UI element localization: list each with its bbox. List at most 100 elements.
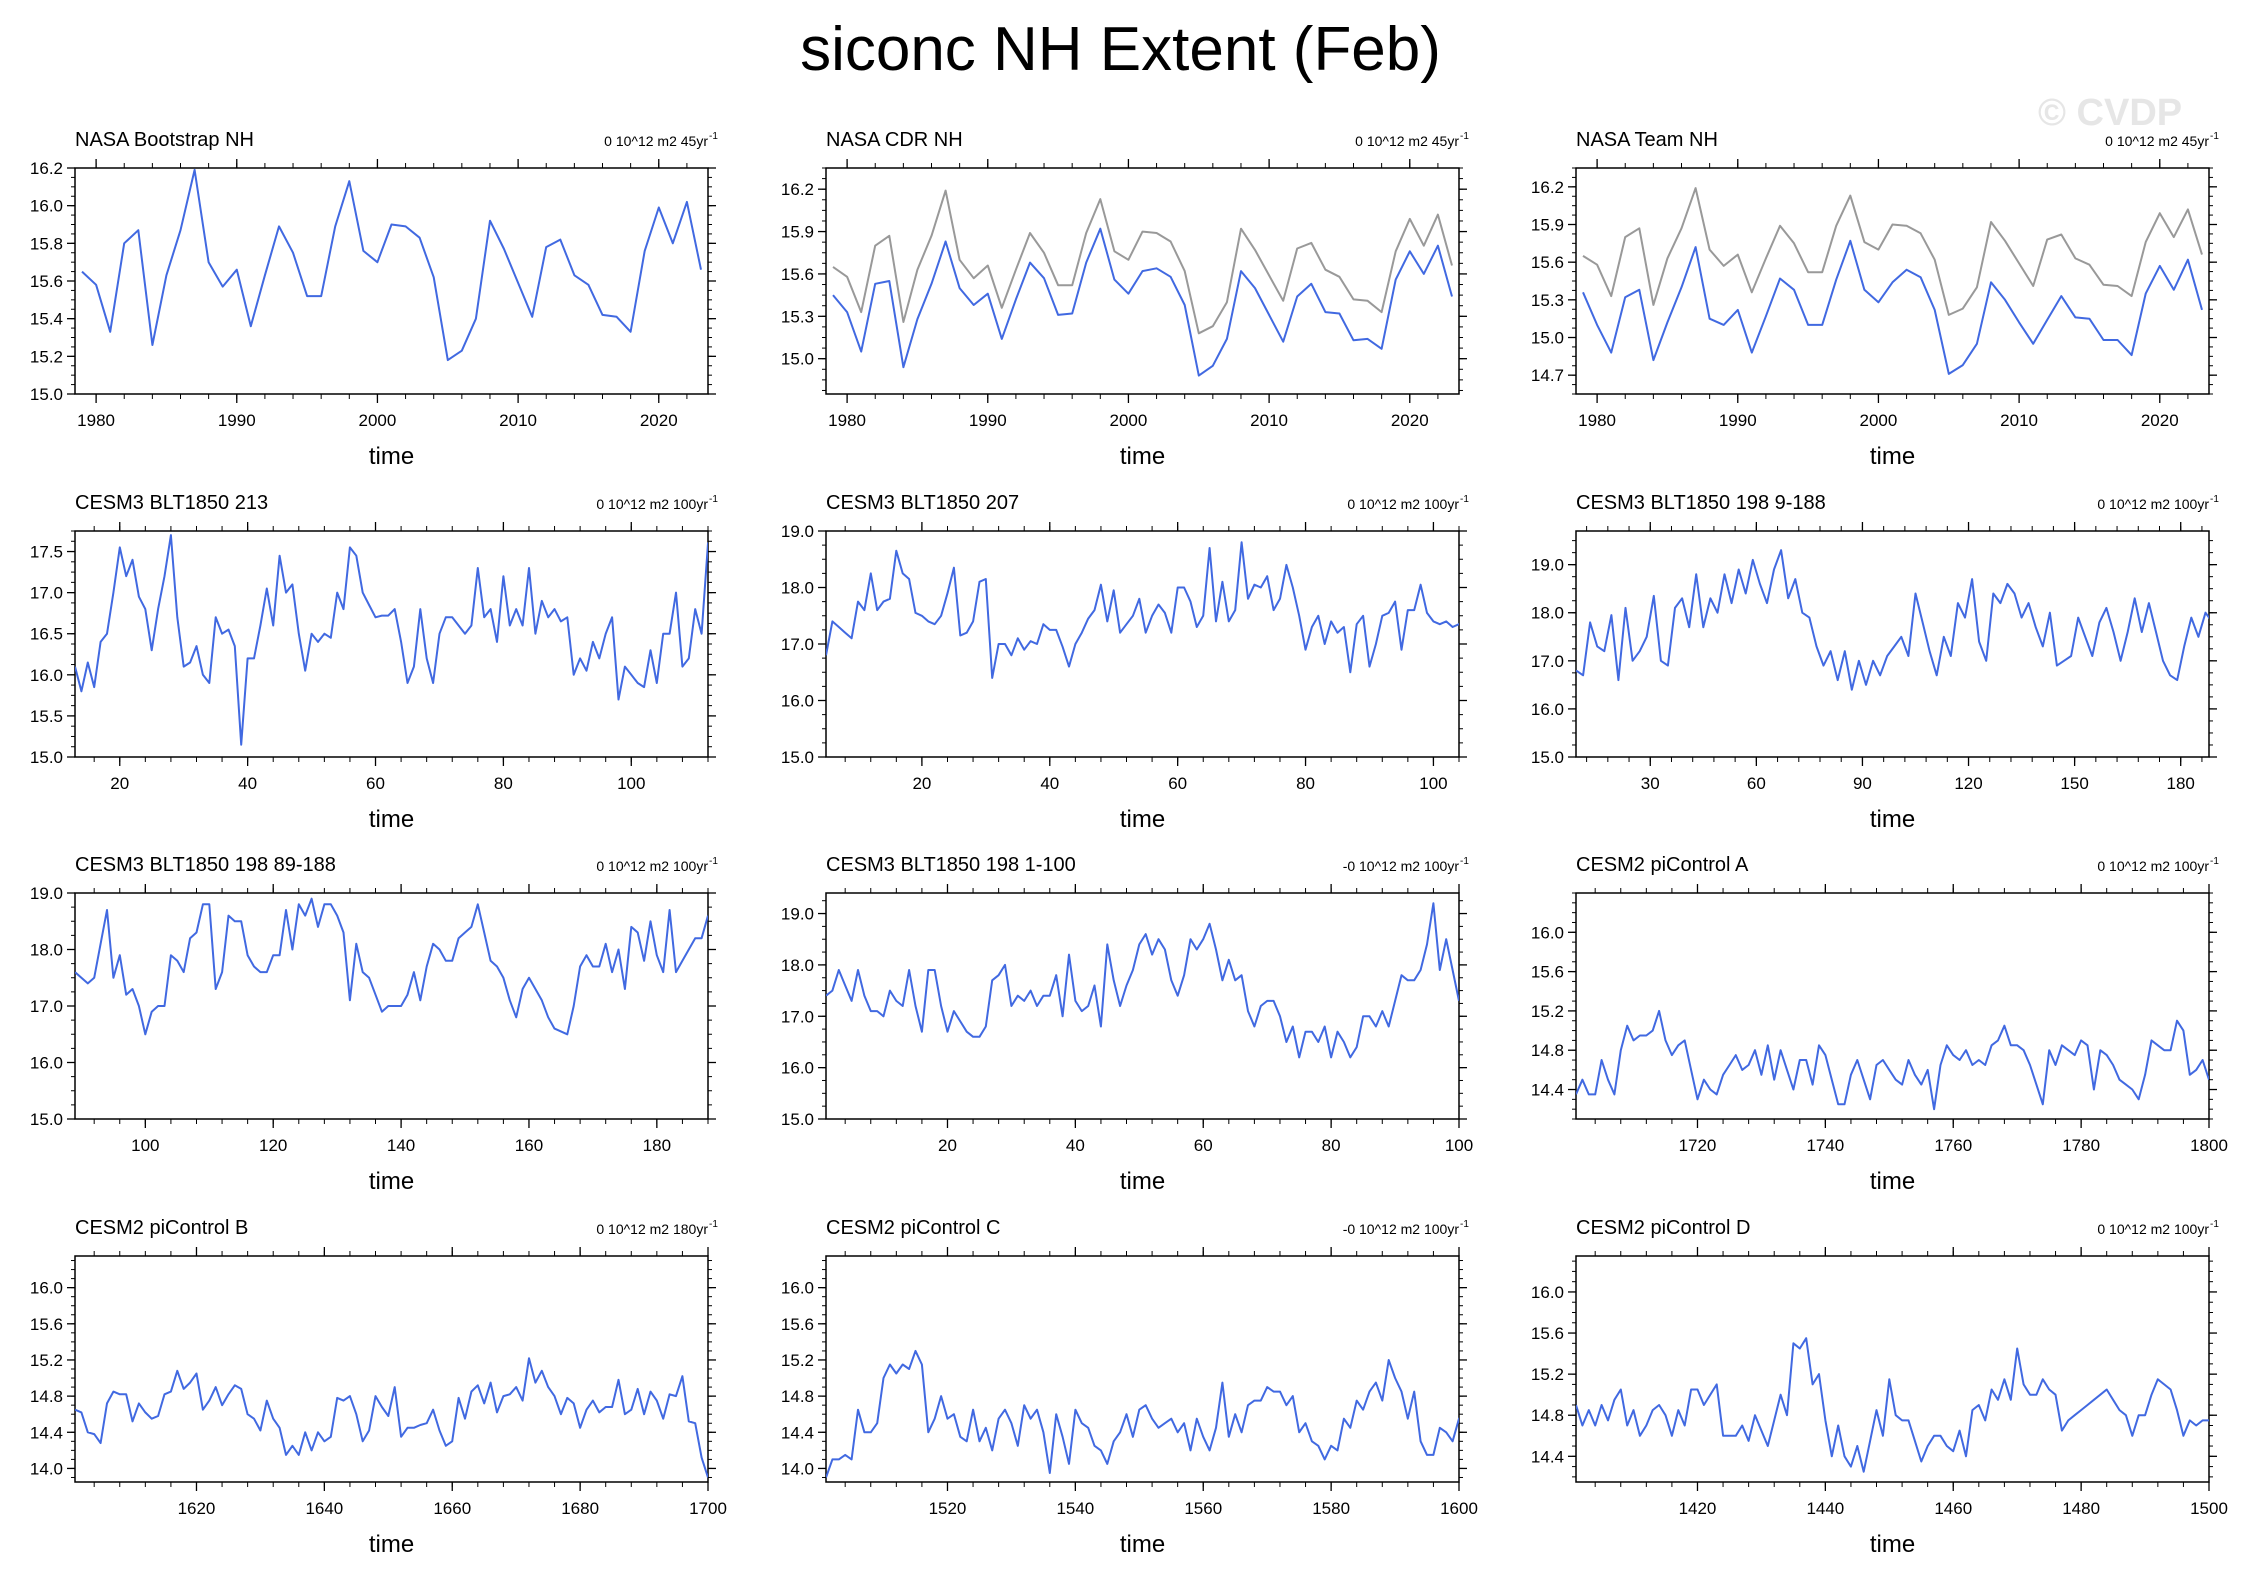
panel-trend-label: 0 10^12 m2 100yr bbox=[1347, 496, 1459, 512]
x-tick-label: 180 bbox=[643, 1136, 671, 1155]
model-series-line bbox=[826, 541, 1459, 679]
y-tick-label: 15.6 bbox=[1531, 253, 1564, 272]
panel-trend-label: 0 10^12 m2 100yr bbox=[596, 496, 708, 512]
y-tick-label: 15.6 bbox=[30, 272, 63, 291]
x-tick-label: 2000 bbox=[359, 411, 397, 430]
x-axis-label: time bbox=[1870, 806, 1915, 833]
x-axis-label: time bbox=[1870, 1531, 1915, 1558]
y-tick-label: 18.0 bbox=[1531, 604, 1564, 623]
y-tick-label: 16.2 bbox=[1531, 178, 1564, 197]
y-tick-label: 16.0 bbox=[30, 197, 63, 216]
y-tick-label: 14.4 bbox=[1531, 1081, 1564, 1100]
y-tick-label: 17.0 bbox=[781, 635, 814, 654]
x-tick-label: 2000 bbox=[1860, 411, 1898, 430]
plot-frame bbox=[74, 1255, 709, 1483]
x-tick-label: 100 bbox=[617, 774, 645, 793]
x-tick-label: 20 bbox=[110, 774, 129, 793]
x-axis-label: time bbox=[1120, 1168, 1165, 1195]
plot-frame bbox=[1575, 530, 2210, 758]
trend-exponent: -1 bbox=[1460, 494, 1469, 505]
y-tick-label: 14.7 bbox=[1531, 366, 1564, 385]
x-tick-label: 1560 bbox=[1184, 1499, 1222, 1518]
y-tick-label: 15.0 bbox=[781, 350, 814, 369]
chart-panel-4: CESM3 BLT1850 213 0 10^12 m2 100yr -1 15.0 1… bbox=[30, 492, 718, 833]
plot-frame bbox=[825, 1255, 1460, 1483]
x-tick-label: 120 bbox=[1954, 774, 1982, 793]
x-tick-label: 1760 bbox=[1934, 1136, 1972, 1155]
panel-title: CESM3 BLT1850 198 1-100 bbox=[826, 854, 1076, 876]
chart-panel-5: CESM3 BLT1850 207 0 10^12 m2 100yr -1 15.0 1… bbox=[781, 492, 1469, 833]
y-tick-label: 15.0 bbox=[30, 748, 63, 767]
trend-exponent: -1 bbox=[2210, 856, 2219, 867]
cvdp-watermark: © CVDP bbox=[2038, 92, 2183, 134]
y-tick-label: 17.0 bbox=[30, 997, 63, 1016]
y-tick-label: 14.8 bbox=[1531, 1406, 1564, 1425]
trend-exponent: -1 bbox=[709, 856, 718, 867]
y-tick-label: 15.0 bbox=[30, 385, 63, 404]
x-tick-label: 150 bbox=[2060, 774, 2088, 793]
x-tick-label: 2020 bbox=[2141, 411, 2179, 430]
y-tick-label: 15.0 bbox=[781, 748, 814, 767]
plot-frame bbox=[74, 530, 709, 758]
model-series-line bbox=[826, 1349, 1459, 1478]
y-tick-label: 16.0 bbox=[781, 692, 814, 711]
chart-panel-11: CESM2 piControl C -0 10^12 m2 100yr -1 14.0… bbox=[781, 1217, 1478, 1558]
plot-frame bbox=[825, 167, 1460, 395]
y-tick-label: 15.0 bbox=[30, 1110, 63, 1129]
y-tick-label: 16.0 bbox=[30, 1279, 63, 1298]
y-tick-label: 18.0 bbox=[30, 941, 63, 960]
x-axis-label: time bbox=[369, 806, 414, 833]
x-tick-label: 1990 bbox=[1719, 411, 1757, 430]
model-series-line bbox=[1576, 1009, 2209, 1111]
panel-title: CESM2 piControl C bbox=[826, 1217, 1001, 1239]
plot-frame bbox=[1575, 1255, 2210, 1483]
chart-panel-9: CESM2 piControl A 0 10^12 m2 100yr -1 14.4 1… bbox=[1531, 854, 2228, 1195]
x-tick-label: 80 bbox=[494, 774, 513, 793]
y-tick-label: 17.0 bbox=[30, 584, 63, 603]
x-tick-label: 160 bbox=[515, 1136, 543, 1155]
y-tick-label: 14.4 bbox=[1531, 1447, 1564, 1466]
x-tick-label: 1780 bbox=[2062, 1136, 2100, 1155]
panel-trend-label: 0 10^12 m2 100yr bbox=[596, 858, 708, 874]
x-tick-label: 90 bbox=[1853, 774, 1872, 793]
y-tick-label: 15.5 bbox=[30, 707, 63, 726]
y-tick-label: 14.8 bbox=[781, 1387, 814, 1406]
x-tick-label: 1980 bbox=[77, 411, 115, 430]
y-tick-label: 15.9 bbox=[1531, 216, 1564, 235]
x-tick-label: 180 bbox=[2167, 774, 2195, 793]
y-tick-label: 15.6 bbox=[781, 1315, 814, 1334]
trend-exponent: -1 bbox=[1460, 1219, 1469, 1230]
chart-panel-3: NASA Team NH 0 10^12 m2 45yr -1 14.7 15.0 15.… bbox=[1531, 129, 2219, 470]
x-axis-label: time bbox=[369, 1168, 414, 1195]
y-tick-label: 16.0 bbox=[30, 666, 63, 685]
model-series-line bbox=[75, 1357, 708, 1478]
x-tick-label: 1980 bbox=[1578, 411, 1616, 430]
panel-trend-label: 0 10^12 m2 100yr bbox=[2097, 1221, 2209, 1237]
x-axis-label: time bbox=[1120, 1531, 1165, 1558]
x-tick-label: 60 bbox=[1168, 774, 1187, 793]
panel-title: CESM3 BLT1850 207 bbox=[826, 492, 1019, 514]
y-tick-label: 15.9 bbox=[781, 223, 814, 242]
y-tick-label: 14.8 bbox=[1531, 1041, 1564, 1060]
x-tick-label: 2010 bbox=[499, 411, 537, 430]
x-tick-label: 1660 bbox=[433, 1499, 471, 1518]
panel-title: NASA CDR NH bbox=[826, 129, 963, 151]
trend-exponent: -1 bbox=[1460, 856, 1469, 867]
trend-exponent: -1 bbox=[709, 1219, 718, 1230]
y-tick-label: 15.2 bbox=[1531, 1002, 1564, 1021]
model-series-line bbox=[832, 227, 1453, 377]
y-tick-label: 19.0 bbox=[1531, 556, 1564, 575]
chart-panel-8: CESM3 BLT1850 198 1-100 -0 10^12 m2 100yr… bbox=[781, 854, 1473, 1195]
chart-panel-12: CESM2 piControl D 0 10^12 m2 100yr -1 14.4 1… bbox=[1531, 1217, 2228, 1558]
x-tick-label: 40 bbox=[238, 774, 257, 793]
chart-panel-10: CESM2 piControl B 0 10^12 m2 180yr -1 14.0 1… bbox=[30, 1217, 727, 1558]
panel-title: CESM2 piControl A bbox=[1576, 854, 1749, 876]
model-series-line bbox=[1576, 1337, 2209, 1473]
x-tick-label: 120 bbox=[259, 1136, 287, 1155]
chart-panel-2: NASA CDR NH 0 10^12 m2 45yr -1 15.0 15.3 15.6… bbox=[781, 129, 1469, 470]
panel-trend-label: -0 10^12 m2 100yr bbox=[1343, 858, 1460, 874]
y-tick-label: 16.2 bbox=[781, 180, 814, 199]
x-tick-label: 60 bbox=[366, 774, 385, 793]
figure-title: siconc NH Extent (Feb) bbox=[800, 15, 1441, 84]
x-tick-label: 30 bbox=[1641, 774, 1660, 793]
